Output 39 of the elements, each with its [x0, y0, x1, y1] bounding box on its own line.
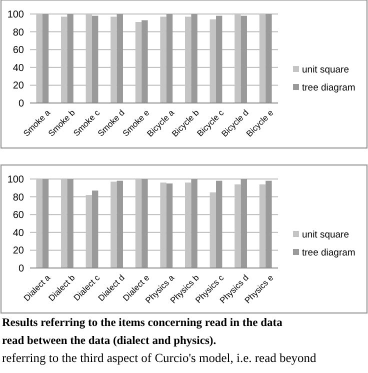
text: read between the data (dialect and physics).	[2, 335, 216, 347]
legend-label: tree diagram	[302, 247, 356, 258]
bar	[266, 180, 272, 268]
legend-label: unit square	[302, 64, 350, 76]
bar	[191, 14, 198, 103]
y-tick-label: 80	[12, 27, 24, 38]
y-tick-label: 0	[18, 264, 24, 274]
legend-label: tree diagram	[302, 82, 356, 94]
y-tick-label: 60	[12, 45, 24, 56]
bar	[92, 16, 98, 103]
y-tick-label: 100	[7, 10, 24, 20]
bar	[240, 16, 247, 103]
bar	[67, 179, 74, 268]
bar	[191, 179, 198, 268]
bar	[166, 14, 173, 103]
text: Results referring to the items concerning read in the data	[2, 317, 283, 329]
bar	[116, 14, 123, 103]
y-tick-label: 0	[18, 98, 24, 110]
bar	[216, 180, 222, 268]
y-tick-label: 60	[12, 210, 24, 222]
bar	[42, 14, 49, 103]
y-tick-label: 20	[12, 80, 24, 92]
y-tick-label: 100	[7, 174, 24, 186]
bar	[42, 179, 49, 268]
bar	[67, 14, 74, 103]
legend-label: unit square	[302, 229, 350, 240]
bar	[142, 20, 148, 103]
y-tick-label: 40	[12, 228, 24, 239]
text: referring to the third aspect of Curcio's model, i.e. read beyond	[2, 351, 318, 365]
y-tick-label: 20	[12, 246, 24, 257]
bar	[166, 183, 173, 268]
bar	[142, 179, 148, 268]
bar	[266, 14, 272, 103]
y-tick-label: 40	[12, 62, 24, 74]
bar	[240, 179, 247, 268]
y-tick-label: 80	[12, 192, 24, 204]
bar	[216, 16, 222, 103]
bar	[92, 190, 98, 268]
bar	[116, 180, 123, 268]
